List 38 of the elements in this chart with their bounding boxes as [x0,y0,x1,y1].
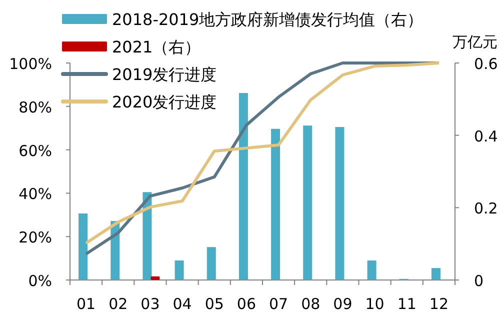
y-tick-label: 80% [18,98,52,116]
bar [78,213,88,280]
legend-label: 2020发行进度 [112,92,217,112]
legend-label: 2019发行进度 [112,65,217,84]
y-tick-label: 20% [18,228,52,247]
x-tick-label: 12 [429,295,449,313]
y-tick-label: 0% [28,272,52,290]
bar [271,128,280,280]
y-tick-label: 100% [9,55,52,73]
x-tick-label: 03 [140,295,160,313]
bar [335,127,344,280]
bar [206,247,216,280]
bar [238,93,248,280]
y2-tick-label: 0.2 [474,200,498,218]
y2-tick-label: 0 [474,272,484,290]
y-tick-label: 40% [18,185,52,204]
x-tick-label: 08 [301,295,320,313]
x-tick-label: 06 [236,295,256,313]
bar [150,276,160,280]
y2-axis-title: 万亿元 [452,33,498,51]
x-tick-label: 07 [268,295,288,313]
y2-tick-label: 0.4 [474,127,498,146]
y2-tick-label: 0.6 [474,55,498,73]
bar [367,260,376,280]
bar [303,126,312,280]
x-tick-label: 05 [204,295,224,313]
x-tick-label: 01 [76,295,96,313]
bar [174,260,184,280]
bar [431,268,440,280]
x-tick-label: 10 [365,295,384,313]
x-tick-label: 11 [397,295,416,313]
x-tick-label: 09 [333,295,352,313]
bar [142,192,152,280]
x-tick-label: 04 [172,295,192,313]
x-tick-label: 02 [108,295,128,313]
legend-label: 2018-2019地方政府新增债发行均值（右） [112,10,424,29]
y-tick-label: 60% [18,142,52,160]
legend-label: 2021（右） [112,38,201,56]
